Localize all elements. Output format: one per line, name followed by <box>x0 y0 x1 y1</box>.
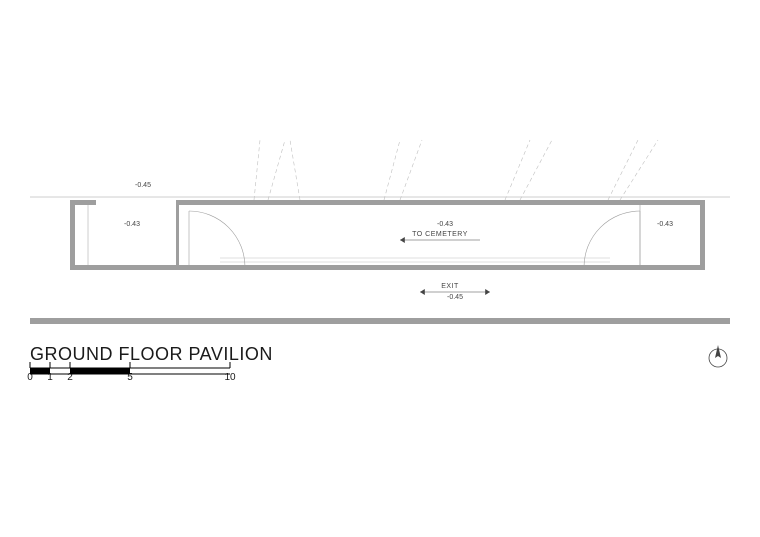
scale-band <box>30 368 50 374</box>
wall-bottom <box>70 265 705 270</box>
scale-band <box>70 368 130 374</box>
direction-label: TO CEMETERY <box>412 231 468 238</box>
ground-band <box>30 318 730 324</box>
elevation-value: -0.43 <box>437 221 453 228</box>
elevation-value: -0.43 <box>657 221 673 228</box>
elevation-value: -0.45 <box>135 182 151 189</box>
elevation-value: -0.43 <box>124 221 140 228</box>
drawing-title: GROUND FLOOR PAVILION <box>30 344 273 364</box>
direction-label: EXIT <box>441 283 459 290</box>
wall-left <box>70 200 75 270</box>
wall-top-main <box>189 200 705 205</box>
wall-right <box>700 200 705 270</box>
floor-plan-drawing: -0.45 -0.43 -0.43 -0.43 -0.45 TO CEMETERY EXIT… <box>0 0 760 537</box>
elevation-value: -0.45 <box>447 294 463 301</box>
wall-partition-left-a <box>176 200 179 270</box>
